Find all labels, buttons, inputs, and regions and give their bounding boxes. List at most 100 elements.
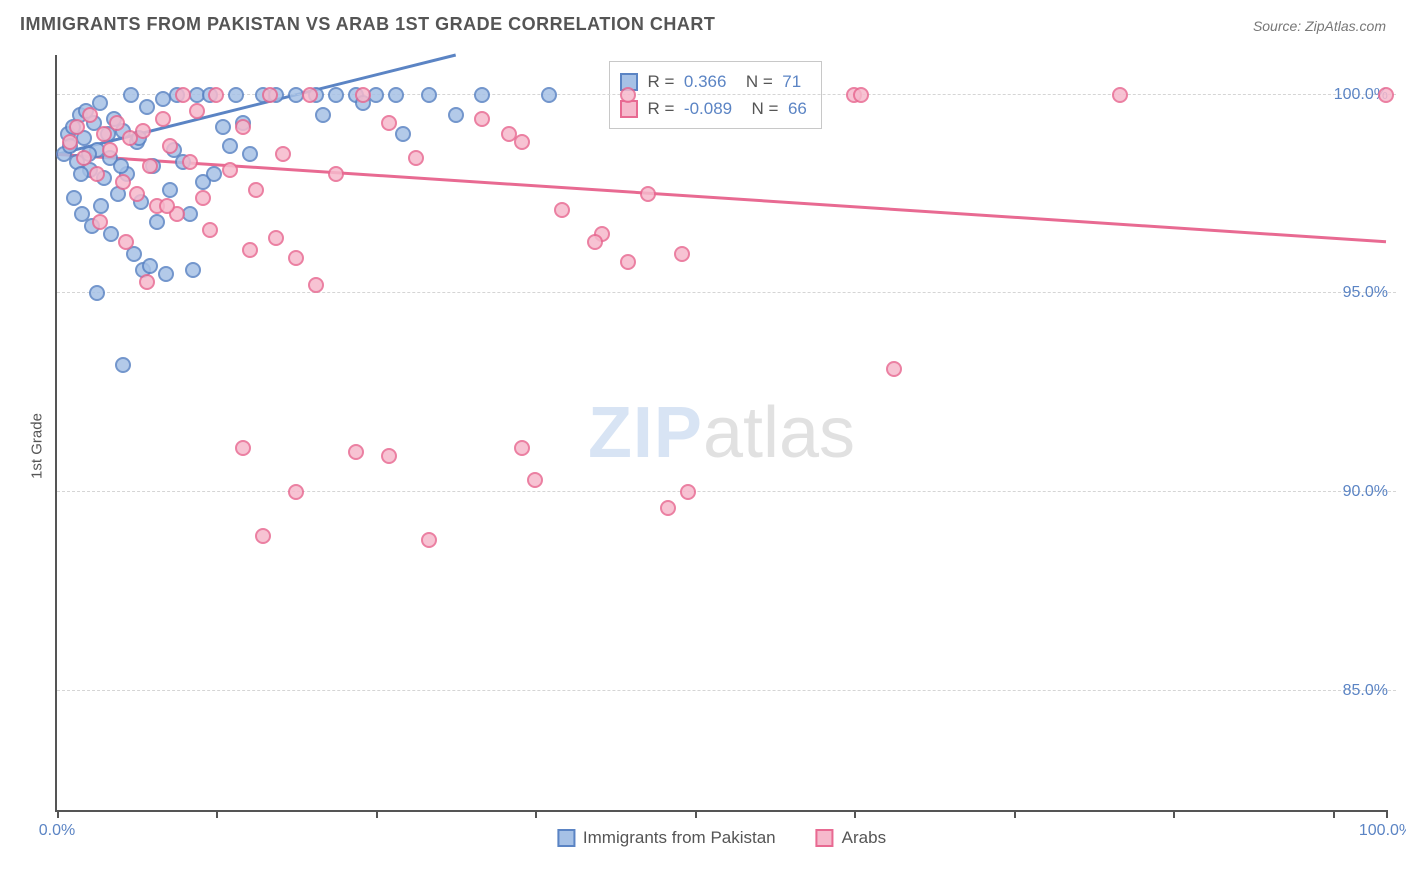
data-point (103, 226, 119, 242)
data-point (381, 448, 397, 464)
xtick (1333, 810, 1335, 818)
stats-n-label: N = 66 (742, 95, 807, 122)
data-point (248, 182, 264, 198)
data-point (328, 166, 344, 182)
data-point (308, 277, 324, 293)
data-point (242, 146, 258, 162)
data-point (69, 119, 85, 135)
trend-lines (57, 55, 1386, 810)
gridline-h (57, 690, 1396, 691)
stats-n-value: 66 (788, 99, 807, 118)
legend-label: Arabs (842, 828, 886, 848)
xtick (376, 810, 378, 818)
data-point (222, 138, 238, 154)
data-point (89, 166, 105, 182)
data-point (92, 214, 108, 230)
data-point (115, 357, 131, 373)
legend: Immigrants from Pakistan Arabs (557, 828, 886, 848)
data-point (1378, 87, 1394, 103)
data-point (123, 87, 139, 103)
legend-swatch (557, 829, 575, 847)
data-point (118, 234, 134, 250)
data-point (155, 111, 171, 127)
data-point (474, 87, 490, 103)
data-point (620, 87, 636, 103)
xtick (695, 810, 697, 818)
data-point (76, 150, 92, 166)
data-point (62, 134, 78, 150)
data-point (73, 166, 89, 182)
data-point (228, 87, 244, 103)
data-point (501, 126, 517, 142)
data-point (348, 444, 364, 460)
watermark-b: atlas (703, 393, 855, 473)
data-point (674, 246, 690, 262)
data-point (421, 532, 437, 548)
xtick (57, 810, 59, 818)
data-point (587, 234, 603, 250)
data-point (82, 107, 98, 123)
data-point (102, 142, 118, 158)
data-point (514, 134, 530, 150)
data-point (255, 528, 271, 544)
xtick (216, 810, 218, 818)
data-point (202, 222, 218, 238)
stats-r-value: 0.366 (684, 72, 727, 91)
data-point (182, 154, 198, 170)
data-point (514, 440, 530, 456)
data-point (89, 285, 105, 301)
legend-item: Arabs (816, 828, 886, 848)
data-point (302, 87, 318, 103)
stats-r-value: -0.089 (684, 99, 732, 118)
legend-swatch (816, 829, 834, 847)
data-point (115, 174, 131, 190)
stats-n-label: N = 71 (736, 68, 801, 95)
data-point (886, 361, 902, 377)
data-point (395, 126, 411, 142)
ytick-label: 95.0% (1343, 284, 1388, 302)
data-point (474, 111, 490, 127)
data-point (355, 87, 371, 103)
data-point (93, 198, 109, 214)
ytick-label: 85.0% (1343, 682, 1388, 700)
xtick-label: 100.0% (1359, 822, 1406, 840)
xtick (1014, 810, 1016, 818)
data-point (149, 214, 165, 230)
stats-n-value: 71 (782, 72, 801, 91)
data-point (235, 440, 251, 456)
data-point (235, 119, 251, 135)
data-point (381, 115, 397, 131)
data-point (215, 119, 231, 135)
xtick-label: 0.0% (39, 822, 75, 840)
data-point (66, 190, 82, 206)
stats-r-label: R = 0.366 (648, 68, 727, 95)
legend-item: Immigrants from Pakistan (557, 828, 776, 848)
data-point (275, 146, 291, 162)
data-point (268, 230, 284, 246)
data-point (554, 202, 570, 218)
ytick-label: 90.0% (1343, 483, 1388, 501)
data-point (142, 258, 158, 274)
chart-title: IMMIGRANTS FROM PAKISTAN VS ARAB 1ST GRA… (20, 14, 715, 35)
data-point (96, 126, 112, 142)
data-point (195, 190, 211, 206)
xtick (854, 810, 856, 818)
data-point (162, 182, 178, 198)
data-point (185, 262, 201, 278)
gridline-h (57, 292, 1396, 293)
watermark-a: ZIP (588, 393, 703, 473)
data-point (421, 87, 437, 103)
data-point (288, 250, 304, 266)
data-point (142, 158, 158, 174)
xtick (1386, 810, 1388, 818)
data-point (208, 87, 224, 103)
data-point (109, 115, 125, 131)
data-point (162, 138, 178, 154)
data-point (448, 107, 464, 123)
stats-row: R = -0.089 N = 66 (620, 95, 807, 122)
xtick (1173, 810, 1175, 818)
data-point (388, 87, 404, 103)
data-point (620, 254, 636, 270)
data-point (541, 87, 557, 103)
plot-area: ZIPatlas R = 0.366 N = 71R = -0.089 N = … (55, 55, 1386, 812)
